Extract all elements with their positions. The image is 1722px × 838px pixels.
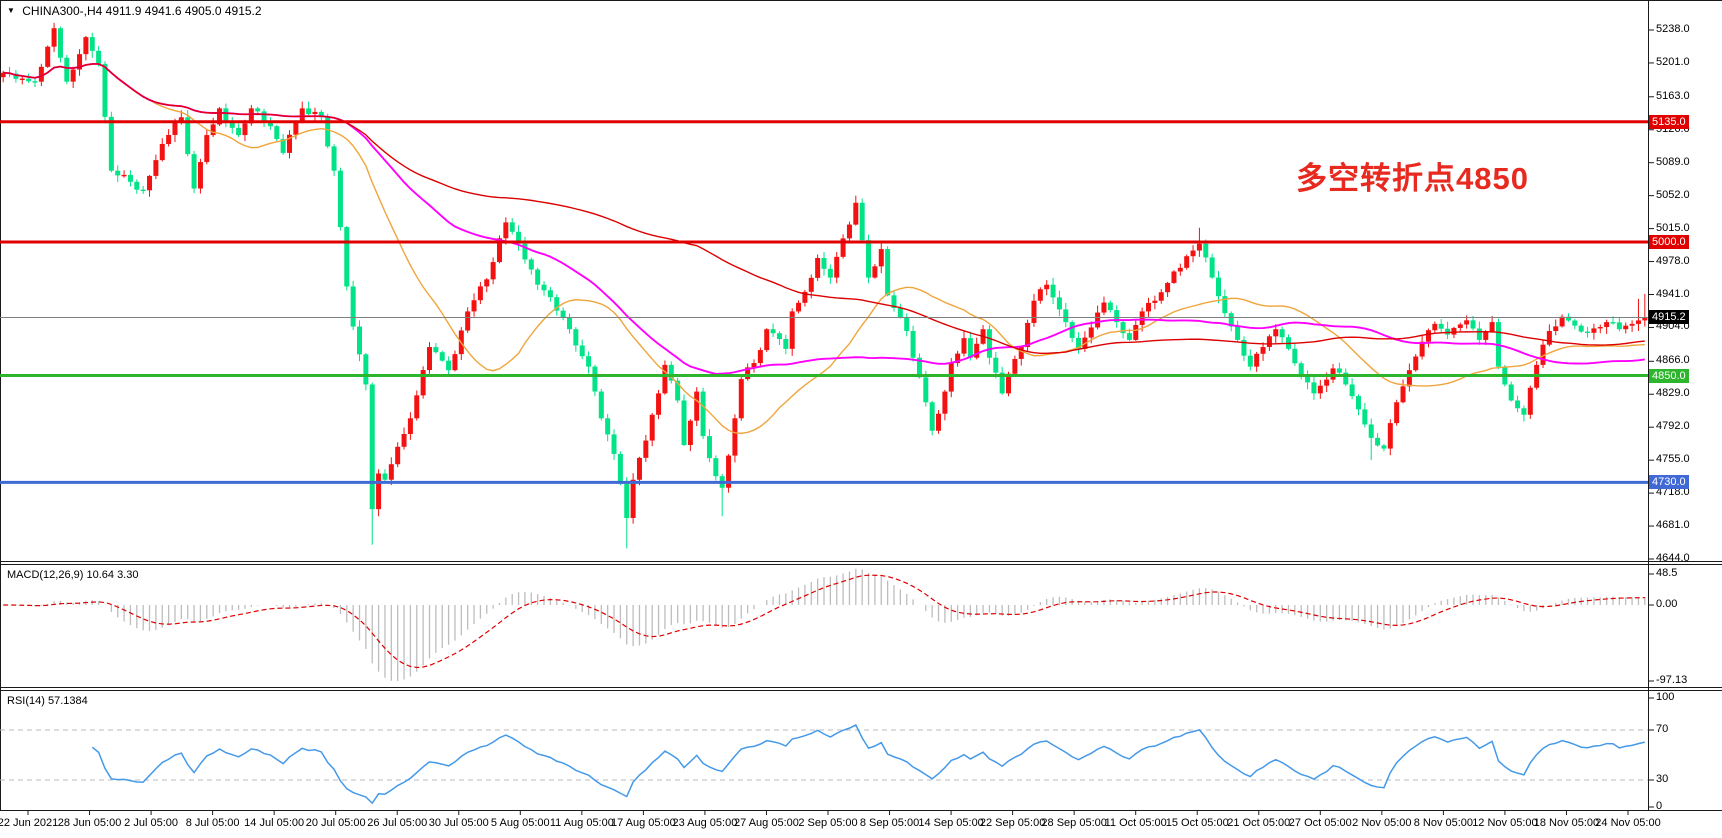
ma-fast-line: [3, 63, 1645, 435]
macd-histogram: [8, 568, 1646, 681]
rsi-indicator-label: RSI(14) 57.1384: [7, 695, 88, 707]
ma-slow-line: [3, 63, 1645, 355]
level-lines[interactable]: [0, 120, 1648, 484]
ohlc-values-label: 4911.9 4941.6 4905.0 4915.2: [105, 4, 262, 18]
macd-name: MACD(12,26,9): [7, 569, 84, 581]
candlesticks: [0, 22, 1648, 549]
rsi-level-lines: [0, 729, 1648, 781]
chart-title: ▼ CHINA300-,H4 4911.9 4941.6 4905.0 4915…: [7, 4, 262, 18]
symbol-timeframe-label: CHINA300-,H4: [22, 4, 103, 18]
rsi-name: RSI(14): [7, 695, 45, 707]
rsi-line: [91, 724, 1645, 805]
macd-indicator-label: MACD(12,26,9) 10.64 3.30: [7, 569, 138, 581]
macd-values: 10.64 3.30: [86, 569, 139, 581]
annotation-text: 多空转折点4850: [1296, 161, 1529, 196]
axis-ticks: [27, 29, 1654, 815]
chart-dropdown-icon[interactable]: ▼: [7, 6, 15, 15]
macd-signal-line: [3, 574, 1645, 669]
moving-averages: [3, 62, 1645, 435]
rsi-value: 57.1384: [47, 695, 88, 707]
panel-borders: [0, 0, 1722, 811]
